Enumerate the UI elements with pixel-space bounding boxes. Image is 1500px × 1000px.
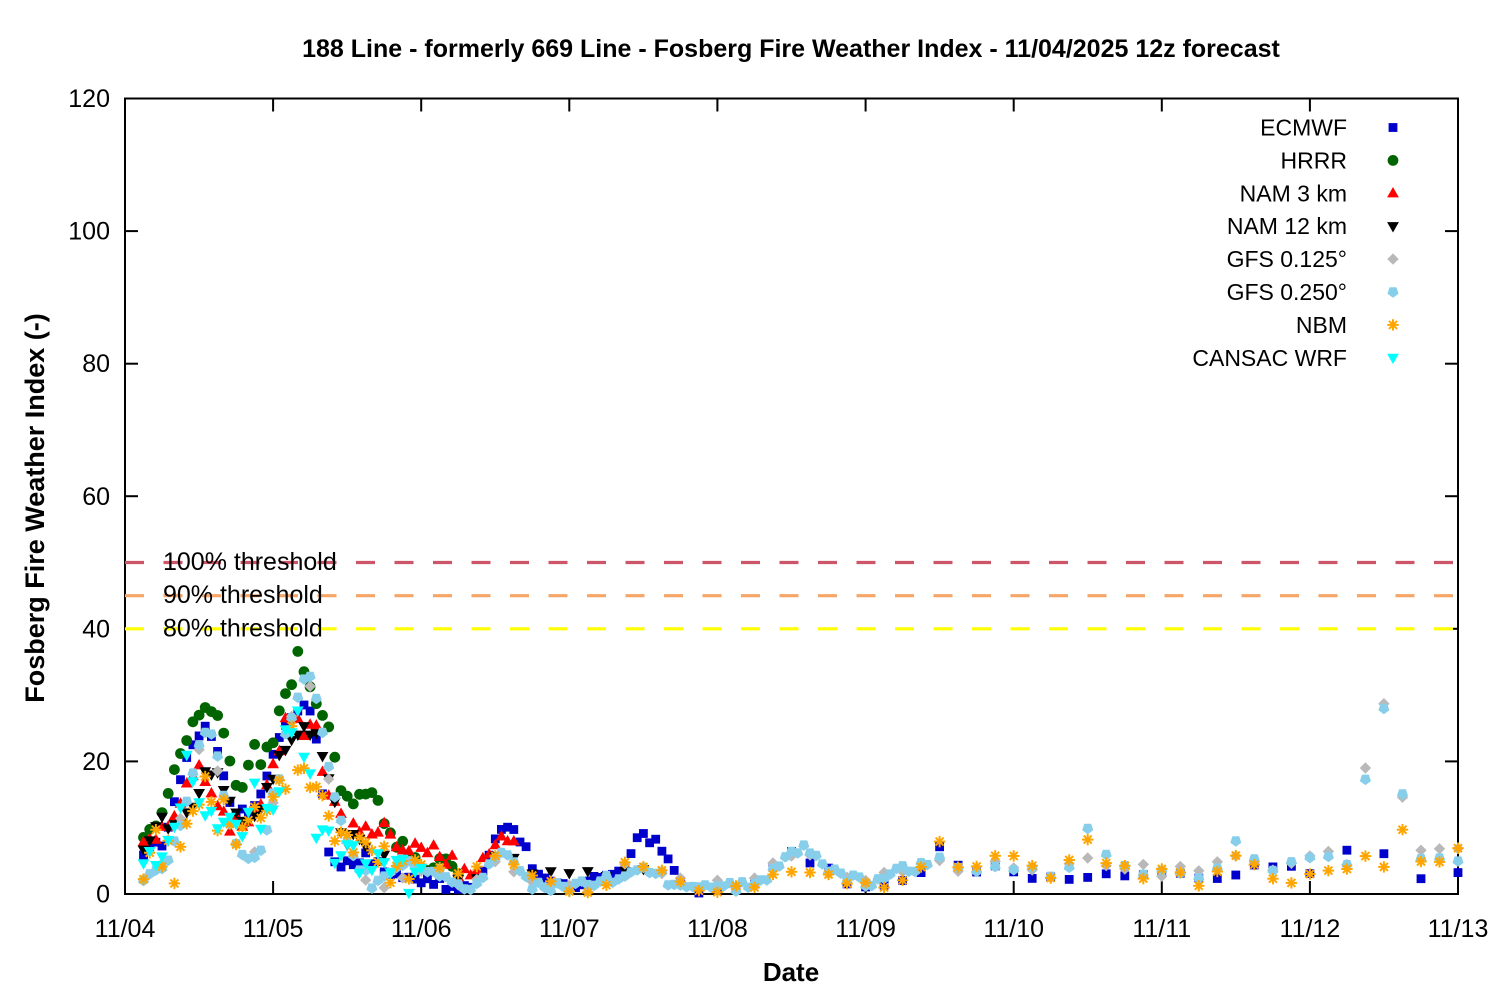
svg-text:NAM 3 km: NAM 3 km <box>1240 180 1347 206</box>
svg-text:ECMWF: ECMWF <box>1260 115 1347 141</box>
svg-text:Fosberg Fire Weather Index (-): Fosberg Fire Weather Index (-) <box>20 313 50 703</box>
svg-text:11/05: 11/05 <box>243 915 304 943</box>
svg-text:0: 0 <box>96 881 110 909</box>
svg-text:NAM 12 km: NAM 12 km <box>1227 213 1347 239</box>
svg-text:40: 40 <box>82 615 110 643</box>
svg-text:60: 60 <box>82 483 110 511</box>
svg-text:11/06: 11/06 <box>391 915 452 943</box>
svg-text:GFS 0.250°: GFS 0.250° <box>1227 279 1347 305</box>
svg-text:Date: Date <box>763 957 819 987</box>
svg-text:11/10: 11/10 <box>983 915 1044 943</box>
svg-text:11/11: 11/11 <box>1132 915 1191 943</box>
svg-text:NBM: NBM <box>1296 312 1347 338</box>
svg-text:11/08: 11/08 <box>687 915 748 943</box>
svg-text:11/04: 11/04 <box>95 915 156 943</box>
svg-text:11/07: 11/07 <box>539 915 600 943</box>
svg-text:11/13: 11/13 <box>1428 915 1489 943</box>
svg-text:120: 120 <box>68 85 110 113</box>
svg-text:80: 80 <box>82 350 110 378</box>
svg-text:100% threshold: 100% threshold <box>163 548 337 576</box>
svg-text:11/12: 11/12 <box>1280 915 1341 943</box>
svg-text:GFS 0.125°: GFS 0.125° <box>1227 246 1347 272</box>
svg-text:80% threshold: 80% threshold <box>163 614 323 642</box>
svg-text:20: 20 <box>82 748 110 776</box>
svg-text:HRRR: HRRR <box>1281 147 1347 173</box>
svg-text:100: 100 <box>68 218 110 246</box>
svg-text:CANSAC WRF: CANSAC WRF <box>1192 345 1347 371</box>
svg-text:188 Line - formerly 669 Line -: 188 Line - formerly 669 Line - Fosberg F… <box>302 35 1280 63</box>
svg-text:11/09: 11/09 <box>835 915 896 943</box>
svg-text:90% threshold: 90% threshold <box>163 581 323 609</box>
